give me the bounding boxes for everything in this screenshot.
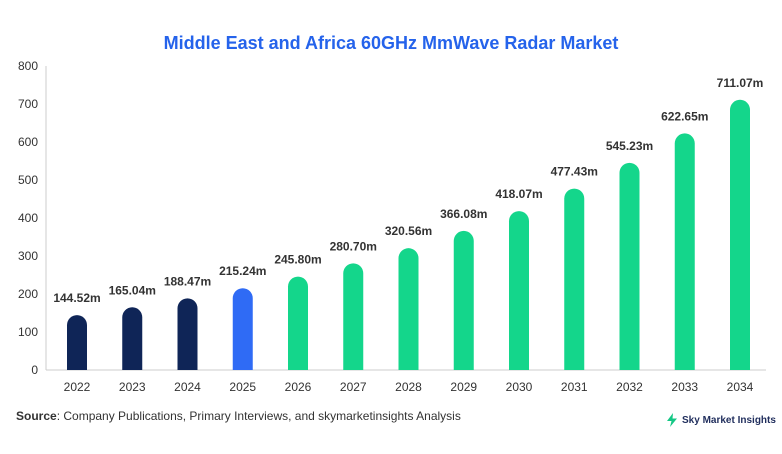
x-tick-label: 2032 [616, 380, 643, 394]
x-tick-label: 2034 [727, 380, 754, 394]
source-label: Source [16, 409, 57, 423]
bar-2030 [509, 211, 529, 370]
y-tick-label: 300 [18, 249, 38, 263]
bar-2033 [674, 133, 695, 370]
x-axis-ticks: 2022 2023 2024 2025 2026 2027 2028 2029 2030 2031… [64, 380, 754, 394]
x-tick-label: 2023 [119, 380, 146, 394]
brand-logo: Sky Market Insights [665, 413, 776, 427]
x-tick-label: 2027 [340, 380, 367, 394]
bar-2031 [564, 188, 585, 370]
bar-2029 [453, 230, 474, 370]
y-axis-ticks: 0 100 200 300 400 500 600 700 800 [18, 59, 38, 377]
y-tick-label: 400 [18, 211, 38, 225]
x-tick-label: 2029 [450, 380, 477, 394]
y-tick-label: 700 [18, 97, 38, 111]
data-label: 545.23m [606, 139, 653, 153]
bar-2024 [177, 298, 198, 370]
y-tick-label: 600 [18, 135, 38, 149]
bars [67, 99, 750, 371]
data-label: 622.65m [661, 109, 708, 123]
source-text: : Company Publications, Primary Intervie… [56, 409, 461, 423]
y-tick-label: 200 [18, 287, 38, 301]
x-tick-label: 2028 [395, 380, 422, 394]
chart-title: Middle East and Africa 60GHz MmWave Rada… [163, 33, 619, 53]
x-tick-label: 2033 [671, 380, 698, 394]
brand-name: Sky Market Insights [682, 414, 776, 426]
data-label: 215.24m [219, 264, 266, 278]
x-tick-label: 2022 [64, 380, 91, 394]
bar-2026 [288, 276, 308, 370]
data-label: 366.08m [440, 207, 487, 221]
x-tick-label: 2030 [506, 380, 533, 394]
x-tick-label: 2031 [561, 380, 588, 394]
data-label: 245.80m [274, 253, 321, 267]
bar-2034 [730, 99, 750, 371]
lightning-logo-icon [667, 413, 677, 427]
y-tick-label: 800 [18, 59, 38, 73]
data-label: 144.52m [53, 291, 100, 305]
y-tick-label: 100 [18, 325, 38, 339]
data-label: 188.47m [164, 274, 211, 288]
y-tick-label: 0 [31, 363, 38, 377]
data-label: 477.43m [551, 165, 598, 179]
bar-2022 [67, 315, 87, 370]
bar-2032 [619, 162, 640, 370]
y-tick-label: 500 [18, 173, 38, 187]
x-tick-label: 2024 [174, 380, 201, 394]
data-label: 418.07m [495, 187, 542, 201]
data-label: 165.04m [109, 283, 156, 297]
bar-2023 [122, 307, 143, 370]
x-tick-label: 2026 [285, 380, 312, 394]
x-tick-label: 2025 [229, 380, 256, 394]
data-label: 320.56m [385, 224, 432, 238]
data-label: 711.07m [717, 76, 764, 90]
data-label: 280.70m [330, 239, 377, 253]
data-labels: 144.52m 165.04m 188.47m 215.24m 245.80m 280.7… [53, 76, 763, 305]
source-line: Source: Company Publications, Primary In… [16, 409, 461, 423]
bar-2028 [398, 248, 419, 370]
bar-2025 [232, 288, 253, 370]
bar-2027 [343, 263, 364, 370]
